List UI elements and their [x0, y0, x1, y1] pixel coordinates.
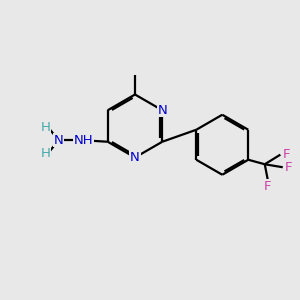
Text: NH: NH: [73, 134, 93, 147]
Text: F: F: [285, 161, 292, 174]
Text: F: F: [283, 148, 290, 161]
Text: N: N: [158, 104, 167, 117]
Text: H: H: [41, 147, 51, 160]
Text: F: F: [264, 180, 272, 193]
Text: H: H: [41, 121, 51, 134]
Text: N: N: [130, 151, 140, 164]
Text: N: N: [54, 134, 63, 147]
